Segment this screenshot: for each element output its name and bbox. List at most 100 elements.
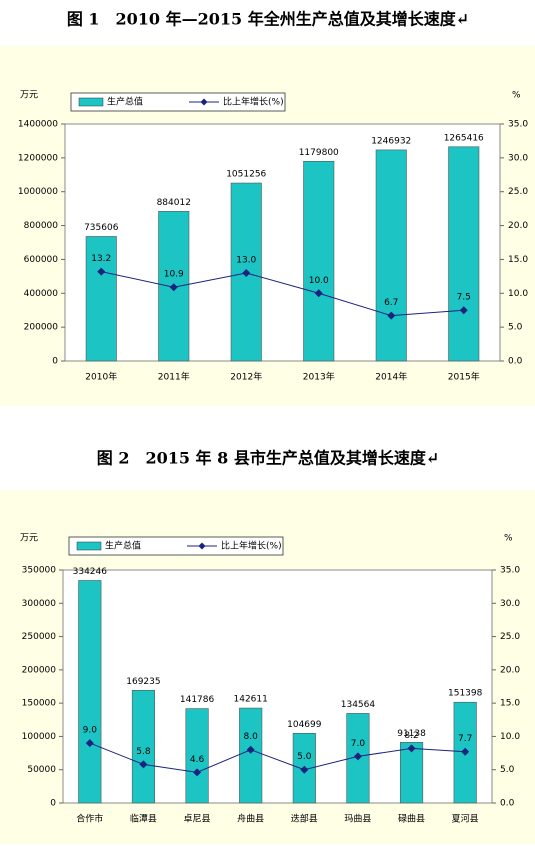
y-tick-label: 200000 xyxy=(24,323,59,333)
y2-axis-unit: % xyxy=(504,534,513,544)
line-marker xyxy=(314,289,323,298)
line xyxy=(89,742,466,773)
chart-title: 图 1 2010 年—2015 年全州生产总值及其增长速度↵ xyxy=(67,10,469,29)
y2-tick-label: 25.0 xyxy=(508,187,528,197)
bar-value-label: 884012 xyxy=(157,198,191,208)
line-marker xyxy=(139,760,148,769)
line xyxy=(101,271,464,317)
legend-frame xyxy=(70,92,286,112)
line-value-label: 8.2 xyxy=(404,731,418,741)
y-tick-label: 200000 xyxy=(22,665,57,675)
line-marker xyxy=(353,752,362,761)
bar-value-label: 1246932 xyxy=(371,136,411,146)
y2-tick-label: 30.0 xyxy=(508,153,528,163)
bar-value-label: 1051256 xyxy=(226,170,266,180)
line-value-label: 6.7 xyxy=(384,298,398,308)
x-tick-label: 碌曲县 xyxy=(398,814,425,825)
line-marker xyxy=(387,311,396,320)
legend-label: 生产总值 xyxy=(105,540,141,552)
x-tick-label: 2015年 xyxy=(448,371,480,383)
line-value-label: 7.7 xyxy=(458,734,472,744)
bar-value-label: 169235 xyxy=(126,677,160,687)
y-tick-label: 400000 xyxy=(24,289,59,299)
bar-value-label: 151398 xyxy=(448,689,483,699)
bar xyxy=(239,707,263,804)
y2-tick-label: 35.0 xyxy=(500,566,520,576)
y-tick-label: 600000 xyxy=(24,255,59,265)
x-tick-label: 临潭县 xyxy=(130,813,157,825)
line-marker xyxy=(246,745,255,754)
y2-tick-label: 5.0 xyxy=(500,765,515,775)
y-tick-label: 0 xyxy=(52,357,58,367)
line-marker xyxy=(242,268,251,277)
x-tick-label: 2012年 xyxy=(230,371,262,383)
x-tick-label: 合作市 xyxy=(76,813,103,825)
y-tick-label: 1200000 xyxy=(18,153,58,163)
bar-value-label: 334246 xyxy=(73,567,108,577)
bar xyxy=(185,708,209,804)
bar xyxy=(375,149,407,362)
y2-tick-label: 0.0 xyxy=(508,357,523,367)
y-tick-label: 150000 xyxy=(22,699,57,709)
x-tick-label: 迭部县 xyxy=(291,813,318,825)
y-tick-label: 0 xyxy=(50,799,56,809)
line-marker xyxy=(97,267,106,276)
x-tick-label: 卓尼县 xyxy=(184,813,211,825)
y-tick-label: 100000 xyxy=(22,732,57,742)
line-marker xyxy=(300,765,309,774)
line-marker xyxy=(169,283,178,292)
line-marker xyxy=(407,744,416,753)
legend-label: 比上年增长(%) xyxy=(221,540,282,552)
line-value-label: 13.2 xyxy=(91,254,111,264)
bar xyxy=(78,580,102,804)
y2-tick-label: 10.0 xyxy=(500,732,520,742)
x-tick-label: 2010年 xyxy=(85,371,117,383)
bar-value-label: 134564 xyxy=(341,700,376,710)
legend-marker xyxy=(198,542,206,550)
y2-tick-label: 15.0 xyxy=(500,699,520,709)
chart-title: 图 2 2015 年 8 县市生产总值及其增长速度↵ xyxy=(97,449,440,468)
line-marker xyxy=(459,306,468,315)
plot-area xyxy=(64,123,501,362)
line-value-label: 9.0 xyxy=(83,726,98,736)
line-marker xyxy=(85,739,94,748)
y2-tick-label: 30.0 xyxy=(500,599,520,609)
line-value-label: 7.0 xyxy=(351,739,366,749)
line-value-label: 5.0 xyxy=(297,752,312,762)
x-tick-label: 2013年 xyxy=(303,371,335,383)
bar xyxy=(85,236,117,362)
legend-marker xyxy=(200,98,208,106)
bar xyxy=(131,690,155,804)
x-tick-label: 玛曲县 xyxy=(344,814,371,825)
y2-tick-label: 10.0 xyxy=(508,289,528,299)
y-tick-label: 800000 xyxy=(24,221,59,231)
y2-axis-unit: % xyxy=(512,91,521,101)
line-value-label: 5.8 xyxy=(136,747,151,757)
y-tick-label: 50000 xyxy=(27,765,56,775)
bar-value-label: 735606 xyxy=(84,223,119,233)
y2-tick-label: 20.0 xyxy=(500,665,520,675)
x-tick-label: 舟曲县 xyxy=(237,813,264,825)
y-tick-label: 250000 xyxy=(22,632,57,642)
legend-swatch xyxy=(76,541,102,551)
line-value-label: 10.9 xyxy=(164,270,184,280)
x-tick-label: 2011年 xyxy=(158,371,190,383)
line-value-label: 7.5 xyxy=(457,293,471,303)
y-tick-label: 350000 xyxy=(22,566,57,576)
line-value-label: 10.0 xyxy=(309,276,329,286)
line-value-label: 4.6 xyxy=(190,755,205,765)
y-axis-unit: 万元 xyxy=(20,534,38,544)
legend-label: 生产总值 xyxy=(107,96,143,108)
y-tick-label: 1000000 xyxy=(18,187,58,197)
y2-tick-label: 35.0 xyxy=(508,120,528,130)
line-marker xyxy=(461,747,470,756)
y-tick-label: 300000 xyxy=(22,599,57,609)
bar-value-label: 1179800 xyxy=(299,148,339,158)
bar-value-label: 104699 xyxy=(287,720,322,730)
y-axis-unit: 万元 xyxy=(20,91,38,101)
y2-tick-label: 20.0 xyxy=(508,221,528,231)
y2-tick-label: 25.0 xyxy=(500,632,520,642)
bar xyxy=(303,160,335,362)
y2-tick-label: 15.0 xyxy=(508,255,528,265)
